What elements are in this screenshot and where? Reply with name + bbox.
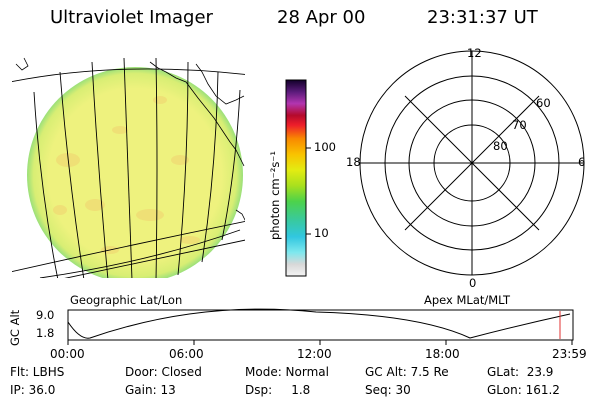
coastline: [15, 57, 245, 221]
altitude-ylabel: GC Alt: [8, 309, 22, 346]
info-door: Door: Closed: [125, 365, 202, 379]
colorbar-tick-10: 10: [314, 226, 329, 240]
earth-disk: [27, 67, 243, 278]
altitude-xtick-1800: 18:00: [425, 347, 460, 361]
colorbar: [285, 79, 307, 277]
altitude-ytick-high: 9.0: [36, 308, 55, 322]
mlt-label-12: 12: [467, 46, 482, 60]
map-caption: Geographic Lat/Lon: [70, 293, 183, 307]
altitude-ytick-low: 1.8: [36, 326, 55, 340]
mlt-label-18: 18: [346, 155, 361, 169]
polar-diagonal-b: [404, 95, 540, 231]
altitude-xtick-0000: 00:00: [50, 347, 85, 361]
info-dsp: Dsp: 1.8: [245, 383, 311, 397]
mlat-label-60: 60: [536, 96, 551, 110]
mlt-label-6: 6: [578, 155, 586, 169]
longitude-grid: [33, 57, 241, 278]
info-seq: Seq: 30: [365, 383, 411, 397]
colorbar-tick-100: 100: [314, 140, 336, 154]
altitude-xtick-1200: 12:00: [297, 347, 332, 361]
colorbar-ticks: [306, 147, 311, 235]
info-glon: GLon: 161.2: [487, 383, 560, 397]
date-label: 28 Apr 00: [277, 7, 366, 28]
mlt-label-0: 0: [469, 276, 477, 290]
altitude-curve: [67, 308, 571, 339]
info-glat: GLat: 23.9: [487, 365, 554, 379]
altitude-xtick-2359: 23:59: [552, 347, 587, 361]
colorbar-unit-label: photon cm⁻²s⁻¹: [268, 151, 282, 240]
mlat-label-70: 70: [512, 118, 527, 132]
altitude-plot-frame: [67, 309, 574, 341]
mlat-label-80: 80: [493, 139, 508, 153]
polar-caption: Apex MLat/MLT: [424, 293, 511, 307]
altitude-xtick-0600: 06:00: [169, 347, 204, 361]
info-mode: Mode: Normal: [245, 365, 329, 379]
info-filter: Flt: LBHS: [10, 365, 65, 379]
info-gc-alt: GC Alt: 7.5 Re: [365, 365, 449, 379]
polar-plot: [359, 50, 585, 276]
earth-disk-image: [12, 57, 245, 278]
info-ip: IP: 36.0: [10, 383, 56, 397]
info-gain: Gain: 13: [125, 383, 176, 397]
time-label: 23:31:37 UT: [427, 7, 538, 28]
instrument-title: Ultraviolet Imager: [50, 7, 213, 28]
altitude-x-ticks: [67, 340, 573, 345]
